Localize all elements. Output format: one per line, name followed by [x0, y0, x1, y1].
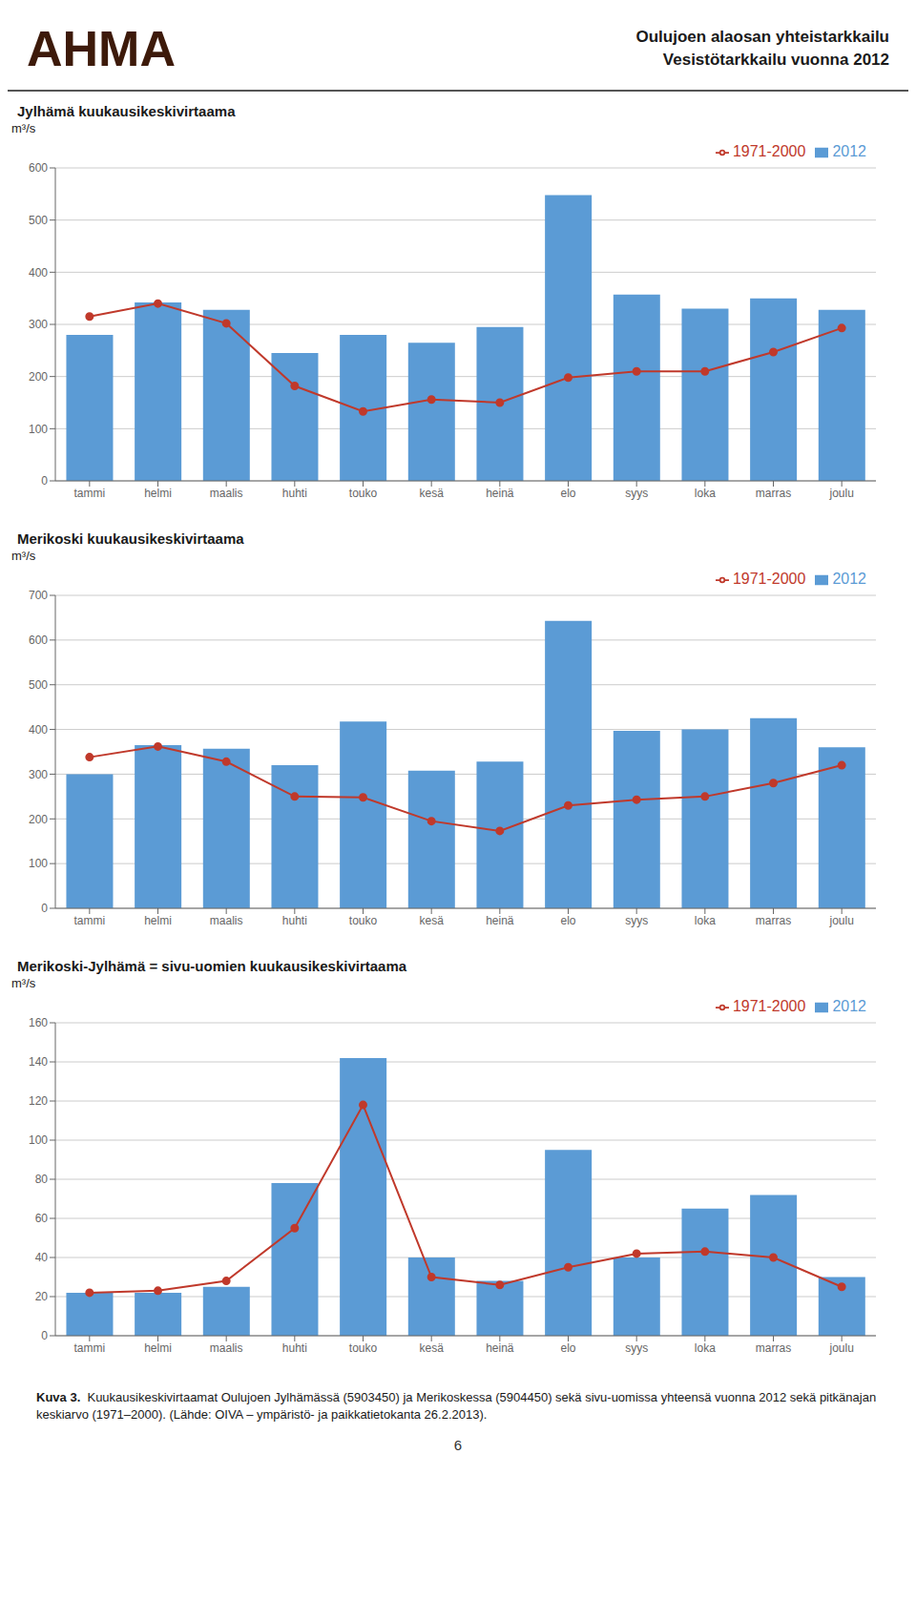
- html-text:2012: 2012: [832, 143, 867, 160]
- html-text:Merikoski-Jylhämä = sivu-uomie: Merikoski-Jylhämä = sivu-uomien kuukausi…: [17, 957, 407, 975]
- svg-text:160: 160: [28, 1016, 48, 1030]
- svg-text:20: 20: [35, 1290, 49, 1304]
- svg-text:loka: loka: [694, 1341, 716, 1355]
- svg-text:maalis: maalis: [209, 914, 244, 928]
- svg-text:80: 80: [35, 1172, 49, 1187]
- svg-text:600: 600: [28, 633, 48, 647]
- svg-text:300: 300: [28, 768, 48, 782]
- html-text:1971-2000: 1971-2000: [732, 998, 806, 1015]
- svg-text:200: 200: [28, 812, 48, 827]
- svg-text:100: 100: [28, 856, 48, 871]
- svg-text:100: 100: [28, 422, 48, 437]
- svg-text:kesä: kesä: [418, 1341, 444, 1355]
- svg-text:600: 600: [28, 161, 48, 175]
- html-text:6: 6: [453, 1436, 463, 1454]
- svg-text:huhti: huhti: [282, 1341, 308, 1355]
- svg-text:touko: touko: [349, 914, 378, 928]
- svg-text:marras: marras: [755, 486, 792, 500]
- svg-text:elo: elo: [560, 486, 576, 500]
- svg-text:joulu: joulu: [828, 1341, 854, 1355]
- svg-text:200: 200: [28, 370, 48, 384]
- html-text:m³/s: m³/s: [11, 976, 36, 991]
- svg-text:100: 100: [28, 1133, 48, 1147]
- svg-text:0: 0: [41, 1329, 48, 1343]
- html-text:m³/s: m³/s: [11, 548, 36, 563]
- html-text:m³/s: m³/s: [11, 121, 36, 136]
- svg-text:touko: touko: [349, 486, 378, 500]
- svg-text:tammi: tammi: [73, 486, 105, 500]
- svg-text:500: 500: [28, 213, 48, 228]
- svg-text:syys: syys: [624, 486, 648, 500]
- html-text:Kuva 3. Kuukausikeskivirtaamat: Kuva 3. Kuukausikeskivirtaamat Oulujoen …: [36, 1390, 880, 1422]
- html-text:Oulujoen alaosan yhteistarkkai: Oulujoen alaosan yhteistarkkailu: [635, 27, 890, 46]
- svg-text:60: 60: [35, 1211, 49, 1226]
- svg-text:0: 0: [41, 901, 48, 916]
- svg-text:tammi: tammi: [73, 914, 105, 928]
- svg-text:kesä: kesä: [418, 486, 444, 500]
- svg-text:joulu: joulu: [828, 486, 854, 500]
- svg-text:elo: elo: [560, 914, 576, 928]
- svg-text:heinä: heinä: [485, 1341, 515, 1355]
- svg-text:maalis: maalis: [209, 1341, 244, 1355]
- svg-text:140: 140: [28, 1055, 48, 1069]
- svg-text:0: 0: [41, 474, 48, 488]
- html-text:AHMA: AHMA: [26, 20, 176, 77]
- svg-text:40: 40: [35, 1250, 49, 1265]
- svg-text:120: 120: [28, 1094, 48, 1108]
- svg-text:helmi: helmi: [144, 1341, 172, 1355]
- svg-text:elo: elo: [560, 1341, 576, 1355]
- html-text:Merikoski kuukausikeskivirtaam: Merikoski kuukausikeskivirtaama: [17, 530, 244, 547]
- html-text:1971-2000: 1971-2000: [732, 143, 806, 160]
- svg-text:tammi: tammi: [73, 1341, 105, 1355]
- svg-text:kesä: kesä: [418, 914, 444, 928]
- svg-text:heinä: heinä: [485, 486, 515, 500]
- svg-text:loka: loka: [694, 914, 716, 928]
- svg-text:joulu: joulu: [828, 914, 854, 928]
- svg-text:syys: syys: [624, 1341, 648, 1355]
- svg-text:300: 300: [28, 317, 48, 332]
- html-text:2012: 2012: [832, 998, 867, 1015]
- svg-text:huhti: huhti: [282, 914, 308, 928]
- svg-text:helmi: helmi: [144, 486, 172, 500]
- svg-text:huhti: huhti: [282, 486, 308, 500]
- svg-text:heinä: heinä: [485, 914, 515, 928]
- svg-text:700: 700: [28, 588, 48, 603]
- svg-text:loka: loka: [694, 486, 716, 500]
- svg-text:400: 400: [28, 723, 48, 737]
- html-text:Vesistötarkkailu vuonna 2012: Vesistötarkkailu vuonna 2012: [662, 50, 890, 69]
- svg-text:400: 400: [28, 266, 48, 280]
- svg-text:touko: touko: [349, 1341, 378, 1355]
- html-text:Jylhämä kuukausikeskivirtaama: Jylhämä kuukausikeskivirtaama: [17, 103, 236, 120]
- svg-text:helmi: helmi: [144, 914, 172, 928]
- html-text:1971-2000: 1971-2000: [732, 570, 806, 587]
- html-text:2012: 2012: [832, 570, 867, 587]
- svg-text:syys: syys: [624, 914, 648, 928]
- svg-text:500: 500: [28, 678, 48, 692]
- svg-text:marras: marras: [755, 1341, 792, 1355]
- svg-text:maalis: maalis: [209, 486, 244, 500]
- svg-text:marras: marras: [755, 914, 792, 928]
